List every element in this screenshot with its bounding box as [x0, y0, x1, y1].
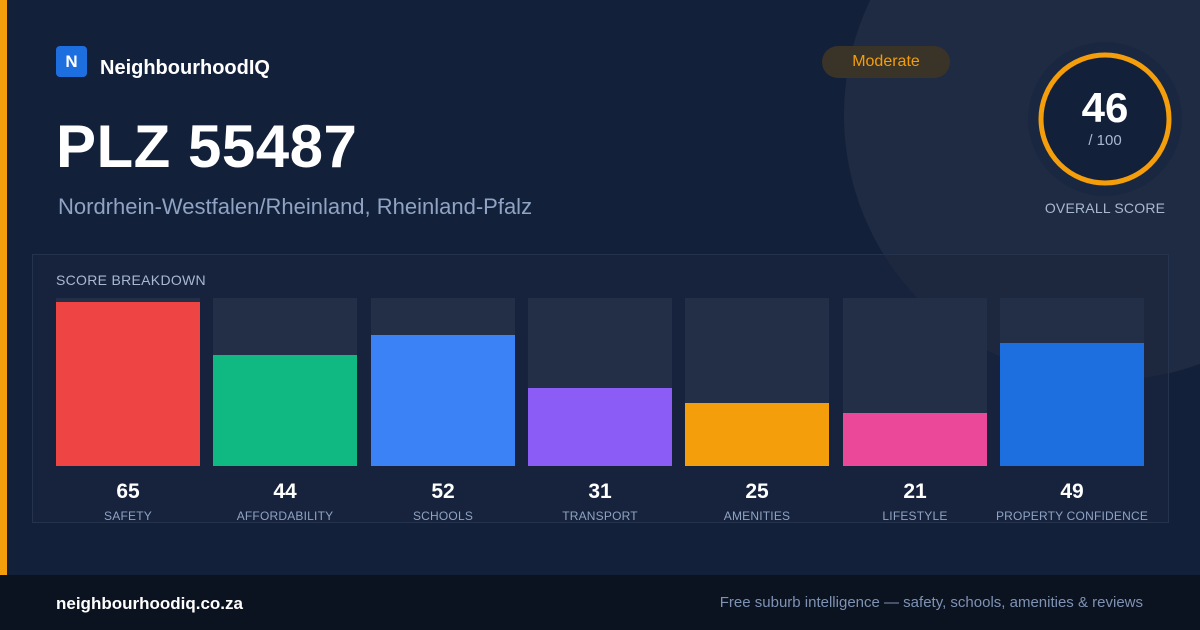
bar-value: 44 [273, 480, 297, 503]
bar [528, 388, 672, 466]
bar-track [528, 298, 672, 466]
bar-value: 49 [1060, 480, 1084, 503]
bar-track [371, 298, 515, 466]
footer [0, 575, 1200, 630]
page-subtitle: Nordrhein-Westfalen/Rheinland, Rheinland… [58, 194, 533, 219]
bar-label: TRANSPORT [562, 509, 638, 523]
bar-label: AMENITIES [723, 509, 791, 523]
overall-score-label: OVERALL SCORE [1044, 200, 1166, 216]
bar-value: 52 [431, 480, 455, 503]
bar-column: 44 AFFORDABILITY [213, 298, 357, 523]
bar [56, 302, 200, 466]
footer-tagline: Free suburb intelligence — safety, schoo… [719, 594, 1143, 611]
bar-track [213, 298, 357, 466]
bar-value: 21 [903, 480, 927, 503]
overall-score-value: 46 [1081, 84, 1129, 131]
bar-column: 21 LIFESTYLE [843, 298, 987, 523]
bar-track [56, 298, 200, 466]
bar-track [1000, 298, 1144, 466]
overall-score-max: / 100 [1088, 132, 1122, 149]
bar-column: 52 SCHOOLS [371, 298, 515, 523]
bar-label: PROPERTY CONFIDENCE [995, 509, 1149, 523]
bar-track [843, 298, 987, 466]
page-title: PLZ 55487 [56, 113, 358, 180]
share-card: N NeighbourhoodIQ Moderate PLZ 55487 Nor… [0, 0, 1200, 575]
bar-track [685, 298, 829, 466]
status-badge: Moderate [822, 46, 950, 78]
bar-label: SAFETY [104, 509, 152, 523]
bar-label: SCHOOLS [412, 509, 474, 523]
bar [1000, 343, 1144, 466]
bar [843, 413, 987, 466]
score-breakdown-title: SCORE BREAKDOWN [56, 272, 206, 288]
bar [371, 335, 515, 466]
footer-url: neighbourhoodiq.co.za [56, 594, 243, 613]
overall-score-ring [1028, 42, 1182, 196]
accent-bar [0, 0, 7, 575]
bar-label: AFFORDABILITY [236, 509, 334, 523]
brand-name: NeighbourhoodIQ [100, 57, 270, 79]
bar [213, 355, 357, 466]
bar-column: 31 TRANSPORT [528, 298, 672, 523]
bar-label: LIFESTYLE [882, 509, 948, 523]
bar [685, 403, 829, 466]
bar-value: 31 [588, 480, 612, 503]
brand-logo-icon: N [56, 46, 87, 77]
bar-value: 65 [116, 480, 140, 503]
bar-column: 65 SAFETY [56, 298, 200, 523]
bar-column: 25 AMENITIES [685, 298, 829, 523]
bar-column: 49 PROPERTY CONFIDENCE [996, 298, 1148, 523]
bar-value: 25 [745, 480, 769, 503]
